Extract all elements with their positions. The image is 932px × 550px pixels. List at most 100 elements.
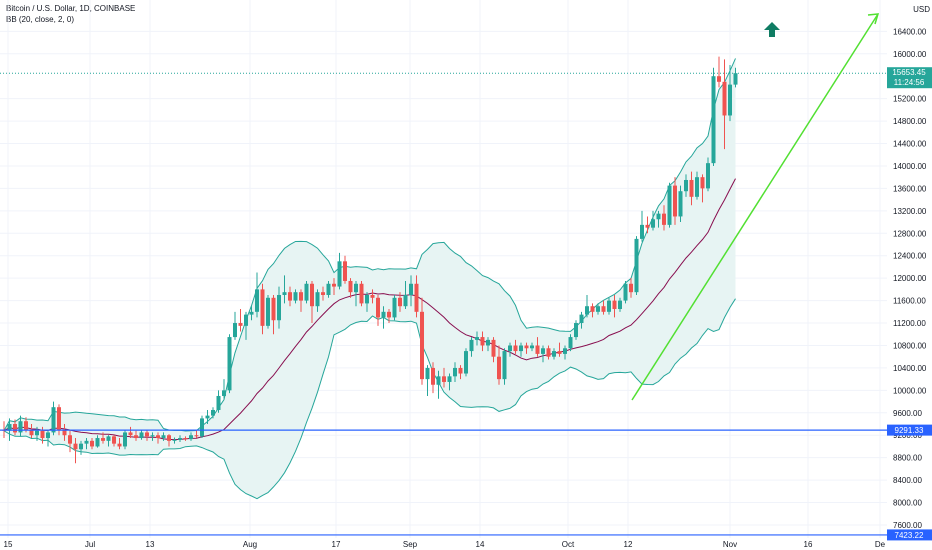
- candle-body: [18, 421, 23, 433]
- up-arrow-icon: [764, 22, 780, 37]
- candle-body: [497, 356, 501, 380]
- candle-body: [662, 213, 666, 225]
- candle: [62, 424, 67, 441]
- candle: [222, 379, 226, 399]
- time-tick-label: Sep: [403, 540, 418, 549]
- candle: [73, 438, 78, 464]
- candle: [629, 278, 633, 298]
- candle: [18, 415, 23, 437]
- candle: [178, 435, 182, 442]
- candle-body: [414, 283, 419, 312]
- candle: [700, 174, 705, 203]
- candle: [436, 370, 441, 399]
- candle-body: [62, 429, 67, 436]
- bollinger-band-fill: [4, 58, 736, 499]
- candle-body: [403, 294, 408, 307]
- candle: [612, 294, 617, 318]
- candle: [519, 342, 523, 357]
- candle-body: [216, 395, 221, 410]
- candle: [486, 337, 490, 352]
- time-axis[interactable]: 15 Jul 13 Aug 17 Sep 14 Oct 12 Nov 16 De: [4, 540, 886, 549]
- candle-body: [244, 314, 248, 326]
- price-tick-label: 14400.00: [893, 140, 927, 149]
- candle-body: [90, 440, 94, 447]
- candle: [601, 300, 606, 315]
- candle-body: [189, 435, 193, 440]
- candle-body: [541, 348, 545, 354]
- trend-line[interactable]: [631, 13, 879, 401]
- price-tick-label: 7600.00: [893, 521, 922, 530]
- candle: [112, 435, 116, 447]
- time-tick-label: Nov: [723, 540, 737, 549]
- candle: [310, 280, 314, 324]
- candle-body: [695, 177, 699, 197]
- candle: [84, 438, 89, 450]
- candle-body: [101, 438, 105, 441]
- candle: [13, 419, 17, 436]
- candle: [249, 306, 254, 321]
- price-axis[interactable]: 7600.00 8000.00 8400.00 8800.00 9200.00 9600.…: [893, 27, 927, 530]
- candle-body: [211, 409, 215, 416]
- candle: [216, 390, 221, 413]
- trend-arrow-head: [867, 13, 880, 25]
- candle-body: [84, 440, 89, 444]
- candle-body: [667, 185, 672, 225]
- price-tick-label: 8000.00: [893, 499, 922, 508]
- price-tick-label: 9200.00: [893, 431, 922, 440]
- time-tick-label: 15: [4, 540, 13, 549]
- price-axis-background: [887, 0, 932, 550]
- candle: [211, 407, 215, 419]
- candle: [79, 440, 83, 455]
- candle: [387, 309, 391, 324]
- price-tick-label: 13600.00: [893, 184, 927, 193]
- candle-body: [277, 294, 281, 321]
- candle-body: [590, 306, 595, 312]
- price-tick-label: 12400.00: [893, 252, 927, 261]
- candle: [524, 342, 529, 354]
- candle-body: [321, 292, 325, 295]
- candle: [288, 286, 292, 307]
- candle-body: [24, 421, 28, 430]
- support-tag-1: 9291.33: [887, 424, 932, 436]
- time-tick-label: 12: [624, 540, 633, 549]
- candle: [475, 331, 479, 346]
- candle-countdown: 11:24:56: [894, 78, 925, 87]
- candle: [469, 337, 474, 357]
- candle: [238, 309, 243, 332]
- candle: [370, 289, 375, 304]
- candle-body: [623, 283, 628, 301]
- candle: [106, 435, 111, 447]
- candle-body: [128, 432, 133, 436]
- candle: [343, 255, 347, 284]
- candle: [227, 334, 232, 394]
- candle-body: [29, 429, 34, 436]
- candle-body: [519, 345, 523, 352]
- time-tick-label: 17: [332, 540, 341, 549]
- candle-body: [733, 73, 738, 85]
- candle: [711, 67, 716, 166]
- candle: [420, 297, 424, 385]
- candle-body: [343, 261, 347, 281]
- candle: [46, 429, 50, 447]
- candle: [315, 289, 320, 312]
- candle: [139, 429, 144, 440]
- price-tick-label: 15200.00: [893, 95, 927, 104]
- candle-body: [123, 432, 127, 447]
- candle: [332, 278, 336, 295]
- candle-body: [370, 294, 375, 298]
- candle-body: [535, 345, 540, 354]
- candle-body: [271, 297, 276, 321]
- candle: [299, 289, 303, 312]
- candle: [414, 275, 419, 318]
- candle-body: [348, 280, 353, 293]
- candle-body: [717, 76, 721, 82]
- candle-body: [700, 177, 705, 189]
- candle: [134, 430, 138, 441]
- candle: [128, 426, 133, 439]
- candle-body: [530, 345, 534, 349]
- candle-body: [431, 367, 435, 385]
- candle-body: [117, 443, 122, 447]
- candle-body: [7, 424, 12, 431]
- candle: [667, 182, 672, 228]
